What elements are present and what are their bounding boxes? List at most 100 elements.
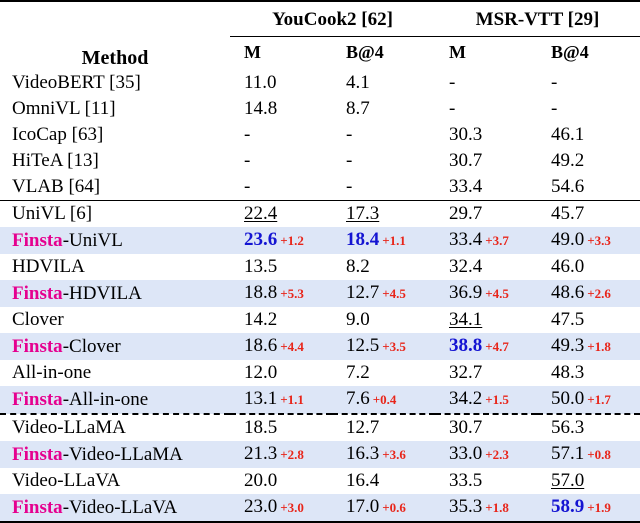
metric-cell: 14.2 xyxy=(230,307,332,333)
method-name-cell: HiTeA [13] xyxy=(0,148,230,174)
metric-delta: +1.2 xyxy=(280,233,304,248)
method-label: VLAB [64] xyxy=(12,176,101,197)
table-row: UniVL [6] 22.4 17.3 29.7 45.7 xyxy=(0,200,640,227)
metric-delta: +3.7 xyxy=(485,233,509,248)
metric-cell: 57.1 +0.8 xyxy=(537,441,640,468)
metric-value: 33.4 xyxy=(449,176,483,197)
header-metric-youcook2-b4: B@4 xyxy=(346,42,384,62)
metric-cell: 18.4 +1.1 xyxy=(332,227,435,254)
metric-delta: +4.5 xyxy=(485,286,509,301)
metric-cell: - xyxy=(537,96,640,122)
metric-value: 13.5 xyxy=(244,256,278,277)
table-row: Finsta-Video-LLaVA 23.0 +3.0 17.0 +0.6 35.3 +1… xyxy=(0,494,640,523)
metric-value: 9.0 xyxy=(346,309,370,330)
method-name-cell: VideoBERT [35] xyxy=(0,70,230,96)
metric-value: 11.0 xyxy=(244,72,277,93)
metric-value: 49.2 xyxy=(551,150,585,171)
brand-label: Finsta xyxy=(12,282,63,304)
metric-value: 47.5 xyxy=(551,309,585,330)
metric-cell: 23.0 +3.0 xyxy=(230,494,332,523)
metric-value: 18.4 xyxy=(346,229,380,250)
table-row: Finsta-HDVILA 18.8 +5.3 12.7 +4.5 36.9 +4.5 48.… xyxy=(0,280,640,307)
metric-cell: 48.6 +2.6 xyxy=(537,280,640,307)
metric-value: 45.7 xyxy=(551,203,585,224)
metric-cell: 9.0 xyxy=(332,307,435,333)
metric-delta: +4.7 xyxy=(485,339,509,354)
metric-value: 36.9 xyxy=(449,282,483,303)
metric-cell: - xyxy=(435,96,537,122)
metric-cell: 8.2 xyxy=(332,254,435,280)
metric-cell: - xyxy=(332,174,435,201)
metric-delta: +4.4 xyxy=(280,339,304,354)
metric-cell: 21.3 +2.8 xyxy=(230,441,332,468)
metric-value: 18.6 xyxy=(244,335,278,356)
metric-delta: +0.6 xyxy=(382,500,406,515)
header-metric-msrvtt-m: M xyxy=(449,42,466,62)
method-label: All-in-one xyxy=(12,362,92,383)
method-label: Video-LLaMA xyxy=(12,417,126,438)
method-label: -All-in-one xyxy=(62,388,149,410)
table-body: VideoBERT [35] 11.0 4.1 - - OmniVL [11] 14.8 8.… xyxy=(0,70,640,523)
method-name-cell: Finsta-UniVL xyxy=(0,227,230,254)
method-label: UniVL [6] xyxy=(12,203,93,224)
metric-cell: 57.0 xyxy=(537,468,640,494)
metric-value: 22.4 xyxy=(244,203,278,224)
metric-cell: 32.7 xyxy=(435,360,537,386)
metric-delta: +3.0 xyxy=(280,500,304,515)
brand-label: Finsta xyxy=(12,229,63,251)
header-metric-msrvtt-b4: B@4 xyxy=(551,42,589,62)
method-name-cell: Finsta-Video-LLaMA xyxy=(0,441,230,468)
metric-cell: 34.2 +1.5 xyxy=(435,386,537,414)
method-name-cell: IcoCap [63] xyxy=(0,122,230,148)
metric-value: - xyxy=(346,124,353,145)
metric-value: 21.3 xyxy=(244,443,278,464)
header-method: Method xyxy=(0,0,230,70)
method-name-cell: Video-LLaMA xyxy=(0,413,230,441)
metric-cell: 18.8 +5.3 xyxy=(230,280,332,307)
metric-cell: 50.0 +1.7 xyxy=(537,386,640,414)
method-label: VideoBERT [35] xyxy=(12,72,141,93)
metric-value: 33.4 xyxy=(449,229,483,250)
method-name-cell: Finsta-Video-LLaVA xyxy=(0,494,230,523)
metric-delta: +0.4 xyxy=(372,392,397,407)
metric-cell: 33.4 +3.7 xyxy=(435,227,537,254)
method-name-cell: Finsta-HDVILA xyxy=(0,280,230,307)
metric-value: 12.0 xyxy=(244,362,278,383)
metric-cell: 38.8 +4.7 xyxy=(435,333,537,360)
metric-delta: +2.8 xyxy=(280,447,304,462)
metric-value: 33.5 xyxy=(449,470,483,491)
header-group-row: Method YouCook2 [62] MSR-VTT [29] xyxy=(0,0,640,70)
metric-value: 38.8 xyxy=(449,335,483,356)
method-name-cell: VLAB [64] xyxy=(0,174,230,201)
metric-value: - xyxy=(346,176,353,197)
metric-delta: +3.6 xyxy=(382,447,406,462)
metric-cell: 12.5 +3.5 xyxy=(332,333,435,360)
metric-value: 49.0 xyxy=(551,229,585,250)
metric-cell: 7.2 xyxy=(332,360,435,386)
metric-cell: - xyxy=(230,122,332,148)
metric-cell: 49.3 +1.8 xyxy=(537,333,640,360)
metric-cell: 35.3 +1.8 xyxy=(435,494,537,523)
table-row: VLAB [64] - - 33.4 54.6 xyxy=(0,174,640,201)
method-label: -Video-LLaMA xyxy=(62,443,183,465)
metric-cell: 14.8 xyxy=(230,96,332,122)
metric-value: - xyxy=(244,176,251,197)
metric-cell: 23.6 +1.2 xyxy=(230,227,332,254)
method-name-cell: Clover xyxy=(0,307,230,333)
metric-value: 18.5 xyxy=(244,417,278,438)
method-name-cell: Video-LLaVA xyxy=(0,468,230,494)
metric-cell: 33.5 xyxy=(435,468,537,494)
metric-value: 12.7 xyxy=(346,417,380,438)
metric-value: 57.0 xyxy=(551,470,585,491)
table-row: Clover 14.2 9.0 34.1 47.5 xyxy=(0,307,640,333)
metric-value: 32.4 xyxy=(449,256,483,277)
metric-cell: 16.4 xyxy=(332,468,435,494)
method-label: -Clover xyxy=(62,335,121,357)
metric-cell: 7.6 +0.4 xyxy=(332,386,435,414)
metric-value: 7.6 xyxy=(346,388,370,409)
metric-cell: 33.4 xyxy=(435,174,537,201)
table-row: IcoCap [63] - - 30.3 46.1 xyxy=(0,122,640,148)
metric-cell: 30.7 xyxy=(435,148,537,174)
brand-label: Finsta xyxy=(12,335,63,357)
